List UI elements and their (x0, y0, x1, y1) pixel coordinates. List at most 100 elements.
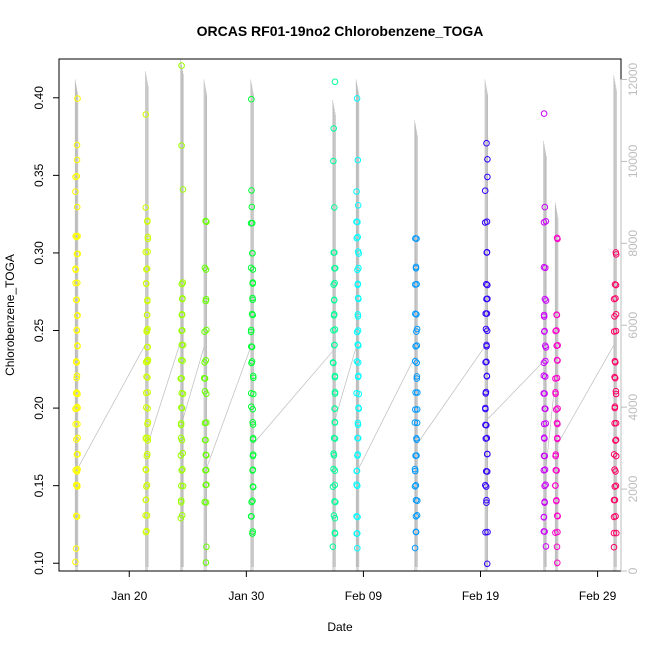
data-point (73, 372, 81, 380)
data-point (73, 436, 80, 443)
altitude-track-RF10 (543, 140, 547, 571)
data-point (553, 497, 560, 505)
altitude-transit-line (358, 355, 416, 469)
data-point (72, 466, 79, 474)
data-point (73, 374, 80, 382)
y-tick-label: 0.35 (32, 163, 46, 187)
data-point (330, 434, 338, 442)
data-point (483, 327, 491, 335)
data-point (413, 325, 421, 333)
data-point (553, 406, 560, 413)
x-tick-label: Feb 09 (345, 589, 383, 603)
data-point (412, 482, 420, 489)
data-point (483, 372, 491, 380)
data-point (542, 344, 550, 351)
altitude-transit-line (334, 345, 357, 420)
data-point (354, 434, 361, 442)
data-point (72, 389, 80, 397)
data-point (541, 482, 548, 490)
data-point (144, 233, 152, 241)
data-point (542, 264, 549, 272)
data-point (143, 483, 150, 490)
data-point (202, 499, 210, 506)
data-point (540, 219, 548, 226)
data-point (202, 466, 210, 474)
data-point (248, 513, 255, 520)
data-point (354, 544, 361, 552)
data-point (179, 449, 186, 457)
data-point (355, 295, 362, 303)
data-point (249, 483, 257, 491)
x-tick-label: Feb 29 (579, 589, 617, 603)
data-point (354, 233, 362, 241)
data-point (332, 498, 339, 506)
y2-tick-label: 8000 (626, 230, 640, 257)
data-point (73, 312, 81, 320)
data-point (178, 512, 186, 519)
data-point (610, 451, 618, 458)
y-axis-label: Chlorobenzene_TOGA (3, 254, 17, 376)
series-RF06 (329, 78, 339, 551)
data-point (552, 452, 559, 460)
data-point (540, 434, 548, 442)
data-point (247, 219, 255, 227)
data-point (142, 280, 150, 287)
data-point (249, 421, 257, 428)
data-point (540, 372, 548, 380)
data-point (142, 111, 150, 118)
data-point (249, 250, 256, 257)
data-point (202, 436, 209, 444)
data-point (249, 280, 256, 287)
y2-tick-label: 6000 (626, 312, 640, 339)
data-point (144, 405, 151, 412)
data-point (144, 248, 151, 255)
data-point (201, 264, 209, 272)
y-tick-label: 0.10 (32, 551, 46, 575)
data-point (143, 373, 150, 381)
data-point (143, 357, 151, 364)
data-point (483, 496, 490, 504)
data-point (412, 528, 420, 536)
data-point (554, 434, 561, 442)
y-tick-label: 0.20 (32, 396, 46, 420)
data-point (330, 327, 337, 334)
data-point (73, 233, 80, 241)
data-point (481, 187, 489, 194)
series-RF11 (552, 234, 562, 567)
altitude-track-RF07 (355, 79, 360, 571)
data-point (74, 483, 81, 490)
altitude-transit-line (252, 350, 334, 445)
data-point (143, 265, 151, 273)
data-point (331, 529, 339, 537)
data-point (484, 281, 491, 289)
data-point (611, 483, 619, 490)
data-point (482, 529, 489, 536)
data-point (353, 234, 361, 242)
data-point (203, 218, 210, 226)
data-point (354, 313, 362, 320)
data-point (144, 297, 151, 305)
data-point (353, 389, 360, 397)
data-point (541, 528, 548, 535)
data-point (178, 62, 185, 69)
data-point (612, 513, 619, 520)
data-point (249, 530, 256, 537)
data-point (354, 327, 362, 334)
data-point (610, 328, 618, 335)
data-point (413, 375, 421, 382)
data-point (540, 359, 548, 367)
data-point (249, 466, 257, 474)
data-point (72, 279, 79, 287)
y-tick-label: 0.40 (32, 86, 46, 110)
data-point (354, 359, 362, 366)
data-point (554, 357, 561, 364)
data-point (484, 156, 491, 163)
data-point (330, 125, 338, 132)
y-tick-label: 0.15 (32, 474, 46, 498)
data-point (542, 481, 549, 489)
data-point (411, 357, 419, 365)
y2-tick-label: 2000 (626, 475, 640, 502)
data-point (353, 530, 361, 537)
data-point (201, 388, 209, 395)
data-point (201, 375, 209, 382)
